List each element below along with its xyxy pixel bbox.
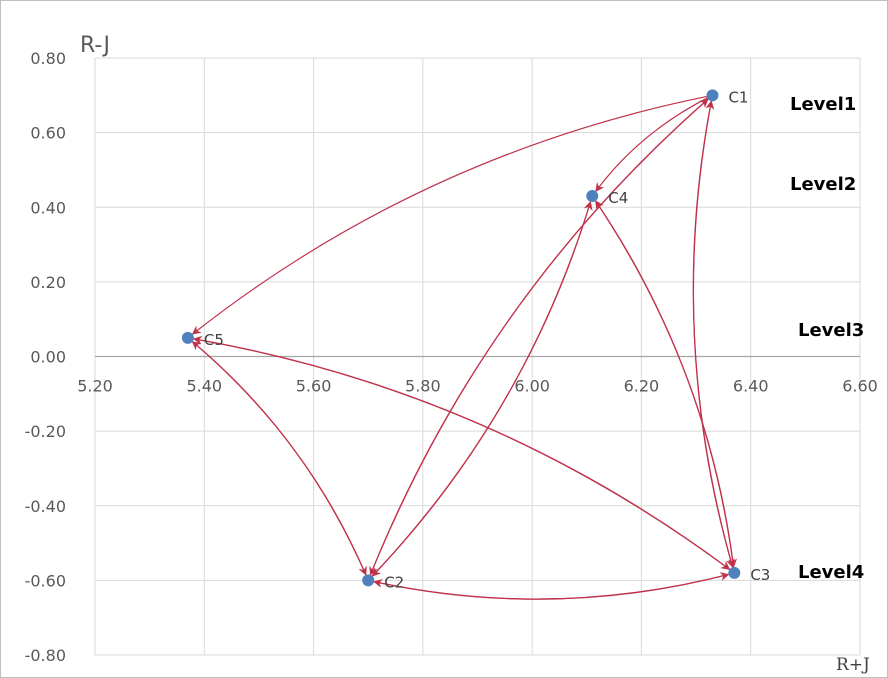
point-label-c1: C1 bbox=[728, 88, 748, 106]
point-c4 bbox=[586, 190, 599, 203]
x-tick-label: 6.60 bbox=[842, 377, 878, 396]
point-c3 bbox=[728, 566, 741, 579]
point-layer bbox=[181, 89, 741, 587]
point-c2 bbox=[362, 574, 375, 587]
point-label-c3: C3 bbox=[750, 566, 770, 584]
x-tick-label: 6.20 bbox=[624, 377, 660, 396]
arrow-c3-to-c2 bbox=[373, 572, 735, 600]
arrow-c4-to-c3 bbox=[591, 195, 738, 568]
point-label-c4: C4 bbox=[608, 189, 628, 207]
arrow-c3-to-c1 bbox=[692, 100, 735, 574]
arrow-c2-to-c5 bbox=[191, 341, 369, 581]
point-label-c2: C2 bbox=[384, 573, 404, 591]
y-tick-label: 0.40 bbox=[30, 198, 66, 217]
arrow-c2-to-c1 bbox=[367, 98, 709, 581]
x-tick-label: 5.20 bbox=[77, 377, 113, 396]
arrow-c2-to-c3 bbox=[368, 572, 730, 600]
level-label-layer: Level1 Level2 Level3 Level4 bbox=[790, 94, 864, 583]
y-tick-label: -0.40 bbox=[25, 497, 66, 516]
x-tick-label: 5.60 bbox=[296, 377, 332, 396]
y-tick-label: -0.20 bbox=[25, 422, 66, 441]
arrow-c1-to-c3 bbox=[692, 95, 735, 569]
level-label-2: Level2 bbox=[790, 174, 856, 195]
arrow-c1-to-c5 bbox=[191, 94, 713, 335]
x-tick-label: 6.00 bbox=[514, 377, 550, 396]
y-tick-label: 0.20 bbox=[30, 273, 66, 292]
point-c1 bbox=[706, 89, 719, 102]
level-label-3: Level3 bbox=[798, 320, 864, 341]
level-label-4: Level4 bbox=[798, 562, 864, 583]
x-tick-label: 6.40 bbox=[733, 377, 769, 396]
grid-lines bbox=[94, 57, 861, 656]
arrow-layer bbox=[187, 94, 738, 600]
x-tick-label: 5.80 bbox=[405, 377, 441, 396]
level-label-1: Level1 bbox=[790, 94, 856, 115]
arrow-c2-to-c4 bbox=[367, 200, 593, 581]
x-tick-label: 5.40 bbox=[186, 377, 222, 396]
arrow-c1-to-c2 bbox=[369, 94, 713, 576]
y-axis-title: R-J bbox=[80, 33, 110, 58]
point-c5 bbox=[181, 331, 194, 344]
arrow-c5-to-c3 bbox=[187, 337, 731, 570]
arrow-c1-to-c4 bbox=[595, 94, 713, 192]
point-label-layer: C1 C2 C3 C4 C5 bbox=[204, 88, 770, 591]
x-axis-title: R+J bbox=[836, 655, 870, 675]
point-label-c5: C5 bbox=[204, 331, 224, 349]
y-tick-label: 0.80 bbox=[30, 49, 66, 68]
y-tick-label: -0.60 bbox=[25, 571, 66, 590]
y-tick-label: -0.80 bbox=[25, 646, 66, 665]
y-tick-label: 0.00 bbox=[30, 348, 66, 367]
tick-labels: 0.80 0.60 0.40 0.20 0.00 -0.20 -0.40 -0.60 -0.80… bbox=[25, 49, 878, 665]
y-tick-label: 0.60 bbox=[30, 124, 66, 143]
arrow-c3-to-c4 bbox=[595, 200, 735, 573]
arrow-c3-to-c5 bbox=[192, 335, 735, 574]
